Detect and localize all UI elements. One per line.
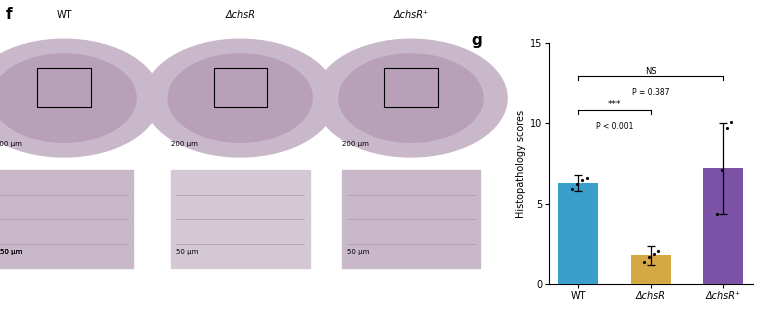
Text: f: f <box>5 7 12 22</box>
Text: NS: NS <box>645 67 657 76</box>
Text: g: g <box>472 33 482 48</box>
Text: ΔchsR: ΔchsR <box>225 10 255 20</box>
Circle shape <box>0 39 160 157</box>
Text: 200 μm: 200 μm <box>342 141 369 147</box>
Y-axis label: Histopathology scores: Histopathology scores <box>515 110 525 217</box>
Circle shape <box>339 54 483 142</box>
Text: 50 μm: 50 μm <box>0 249 22 255</box>
Bar <box>558 183 598 284</box>
Text: P = 0.387: P = 0.387 <box>632 88 670 97</box>
Text: 200 μm: 200 μm <box>0 141 22 147</box>
Text: 50 μm: 50 μm <box>347 249 369 255</box>
Text: 50 μm: 50 μm <box>176 249 198 255</box>
Text: 50 μm: 50 μm <box>0 249 22 255</box>
Circle shape <box>144 39 336 157</box>
Bar <box>631 255 670 284</box>
Text: ***: *** <box>607 100 621 110</box>
Text: 200 μm: 200 μm <box>170 141 197 147</box>
Text: WT: WT <box>56 10 71 20</box>
Circle shape <box>168 54 313 142</box>
Text: P < 0.001: P < 0.001 <box>596 122 634 131</box>
Text: ΔchsR⁺: ΔchsR⁺ <box>393 10 429 20</box>
Bar <box>703 168 743 284</box>
Circle shape <box>0 54 136 142</box>
Circle shape <box>315 39 507 157</box>
